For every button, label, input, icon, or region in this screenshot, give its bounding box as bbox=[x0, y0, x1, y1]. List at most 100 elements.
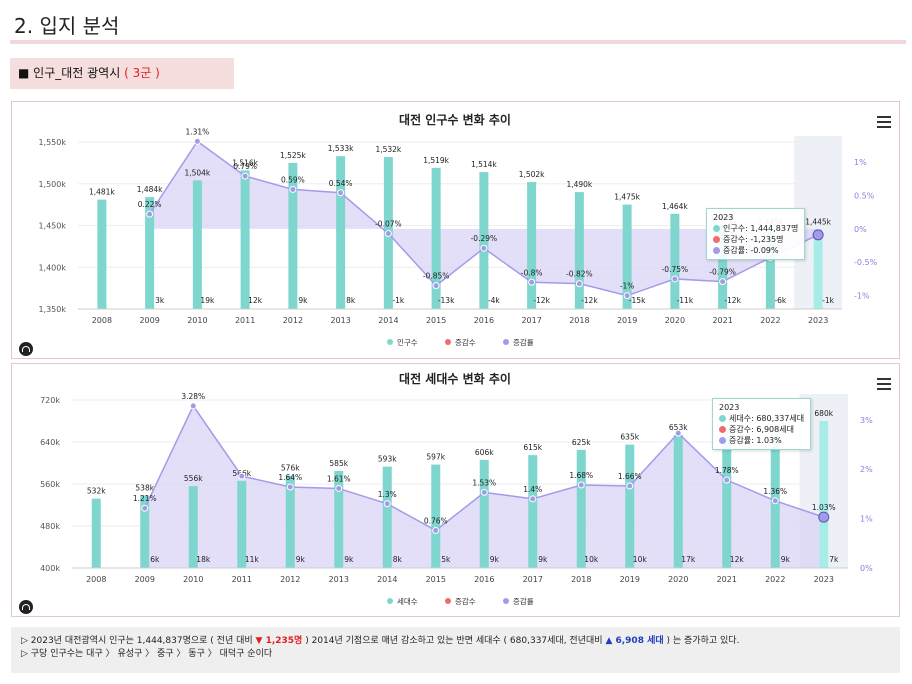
x-tick-label: 2014 bbox=[378, 316, 398, 325]
title-divider bbox=[10, 40, 906, 44]
rate-point bbox=[812, 229, 824, 241]
bar-value-label: 1,516k bbox=[232, 158, 258, 167]
rate-point bbox=[432, 282, 440, 290]
y2-tick-label: 3% bbox=[860, 416, 873, 425]
rate-area bbox=[149, 141, 819, 296]
bar bbox=[285, 475, 295, 568]
bar bbox=[288, 162, 298, 309]
x-tick-label: 2022 bbox=[765, 575, 785, 584]
bar-value-label: 532k bbox=[87, 487, 106, 496]
rate-label: -0.29% bbox=[471, 234, 498, 243]
change-label: -4k bbox=[488, 296, 500, 305]
bar-value-label: 1,490k bbox=[566, 180, 592, 189]
rate-point bbox=[337, 189, 345, 197]
y-tick-label: 720k bbox=[40, 396, 60, 405]
change-label: 9k bbox=[538, 555, 548, 564]
bar bbox=[770, 424, 780, 568]
x-tick-label: 2011 bbox=[235, 316, 255, 325]
x-tick-label: 2019 bbox=[617, 316, 637, 325]
tooltip-line2: 증감수: -1,235명 bbox=[723, 235, 784, 244]
bar bbox=[431, 464, 441, 568]
summary-footer: ▷ 2023년 대전광역시 인구는 1,444,837명으로 ( 전년 대비 ▼… bbox=[11, 627, 900, 673]
change-label: 8k bbox=[393, 555, 403, 564]
legend-label: 증감수 bbox=[455, 596, 476, 606]
x-tick-label: 2022 bbox=[760, 316, 780, 325]
legend-dot bbox=[713, 236, 720, 243]
bar-value-label: 1,514k bbox=[471, 160, 497, 169]
tooltip-line1: 세대수: 680,337세대 bbox=[729, 414, 805, 423]
bar bbox=[382, 466, 392, 568]
rate-point bbox=[818, 511, 830, 523]
bar bbox=[722, 428, 732, 568]
x-tick-label: 2023 bbox=[814, 575, 834, 584]
change-label: -12k bbox=[533, 296, 550, 305]
rate-label: 0.79% bbox=[233, 162, 257, 171]
bar bbox=[237, 480, 247, 568]
bar bbox=[91, 498, 101, 568]
x-tick-label: 2012 bbox=[280, 575, 300, 584]
change-label: -1k bbox=[822, 296, 834, 305]
y2-tick-label: -0.5% bbox=[854, 258, 878, 267]
y2-tick-label: 1% bbox=[860, 515, 873, 524]
chart-menu-icon[interactable] bbox=[877, 378, 891, 393]
bar bbox=[479, 172, 489, 309]
rate-label: 1.4% bbox=[523, 485, 542, 494]
x-tick-label: 2017 bbox=[523, 575, 543, 584]
rate-label: -0.8% bbox=[521, 268, 543, 277]
x-tick-label: 2015 bbox=[426, 575, 446, 584]
rate-label: 0.59% bbox=[281, 175, 305, 184]
bar bbox=[145, 197, 155, 309]
rate-label: -0.07% bbox=[375, 220, 402, 229]
summary-text: ▷ 2023년 대전광역시 인구는 1,444,837명으로 ( 전년 대비 bbox=[21, 636, 253, 646]
legend-label: 증감수 bbox=[455, 337, 476, 347]
rate-point bbox=[575, 280, 583, 288]
tooltip-line3: 증감률: 1.03% bbox=[729, 436, 782, 445]
bar-value-label: 593k bbox=[378, 455, 397, 464]
y-tick-label: 560k bbox=[40, 480, 60, 489]
rate-label: 1.36% bbox=[763, 487, 787, 496]
bar bbox=[527, 182, 537, 309]
x-tick-label: 2021 bbox=[712, 316, 732, 325]
bar bbox=[188, 486, 198, 568]
change-label: 9k bbox=[296, 555, 306, 564]
rate-point bbox=[383, 500, 391, 508]
bar-value-label: 538k bbox=[135, 484, 154, 493]
rate-point bbox=[141, 504, 149, 512]
change-label: -12k bbox=[724, 296, 741, 305]
bar bbox=[819, 421, 829, 568]
change-label: 3k bbox=[155, 296, 165, 305]
legend-dot bbox=[713, 225, 720, 232]
x-tick-label: 2020 bbox=[665, 316, 685, 325]
rate-point bbox=[432, 526, 440, 534]
rate-label: 1.66% bbox=[618, 472, 642, 481]
bar-value-label: 1,445k bbox=[805, 218, 831, 227]
legend-dot bbox=[719, 426, 726, 433]
rate-point bbox=[623, 292, 631, 300]
bar bbox=[140, 495, 150, 568]
page-title: 2. 입지 분석 bbox=[14, 14, 120, 38]
bar bbox=[336, 156, 346, 309]
change-label: 8k bbox=[346, 296, 356, 305]
x-tick-label: 2015 bbox=[426, 316, 446, 325]
x-tick-label: 2014 bbox=[377, 575, 397, 584]
chart-menu-icon[interactable] bbox=[877, 116, 891, 131]
bar bbox=[192, 180, 202, 309]
y-tick-label: 400k bbox=[40, 564, 60, 573]
y-tick-label: 1,550k bbox=[38, 138, 66, 147]
x-tick-label: 2011 bbox=[232, 575, 252, 584]
rate-point bbox=[189, 402, 197, 410]
chart-title: 대전 인구수 변화 추이 bbox=[399, 112, 511, 127]
rate-label: 3.28% bbox=[181, 392, 205, 401]
y2-tick-label: 2% bbox=[860, 465, 873, 474]
rate-point bbox=[335, 484, 343, 492]
tooltip-line1: 인구수: 1,444,837명 bbox=[723, 224, 799, 233]
site-logo-icon bbox=[19, 342, 33, 356]
bar bbox=[673, 435, 683, 568]
bar-value-label: 1,504k bbox=[184, 168, 210, 177]
rate-label: -0.85% bbox=[423, 272, 450, 281]
bar-value-label: 1,481k bbox=[89, 188, 115, 197]
change-label: -12k bbox=[581, 296, 598, 305]
section-label: ■ 인구_대전 광역시 ( 3군 ) bbox=[10, 58, 234, 89]
site-logo-icon bbox=[19, 600, 33, 614]
legend-label: 증감률 bbox=[513, 596, 534, 606]
